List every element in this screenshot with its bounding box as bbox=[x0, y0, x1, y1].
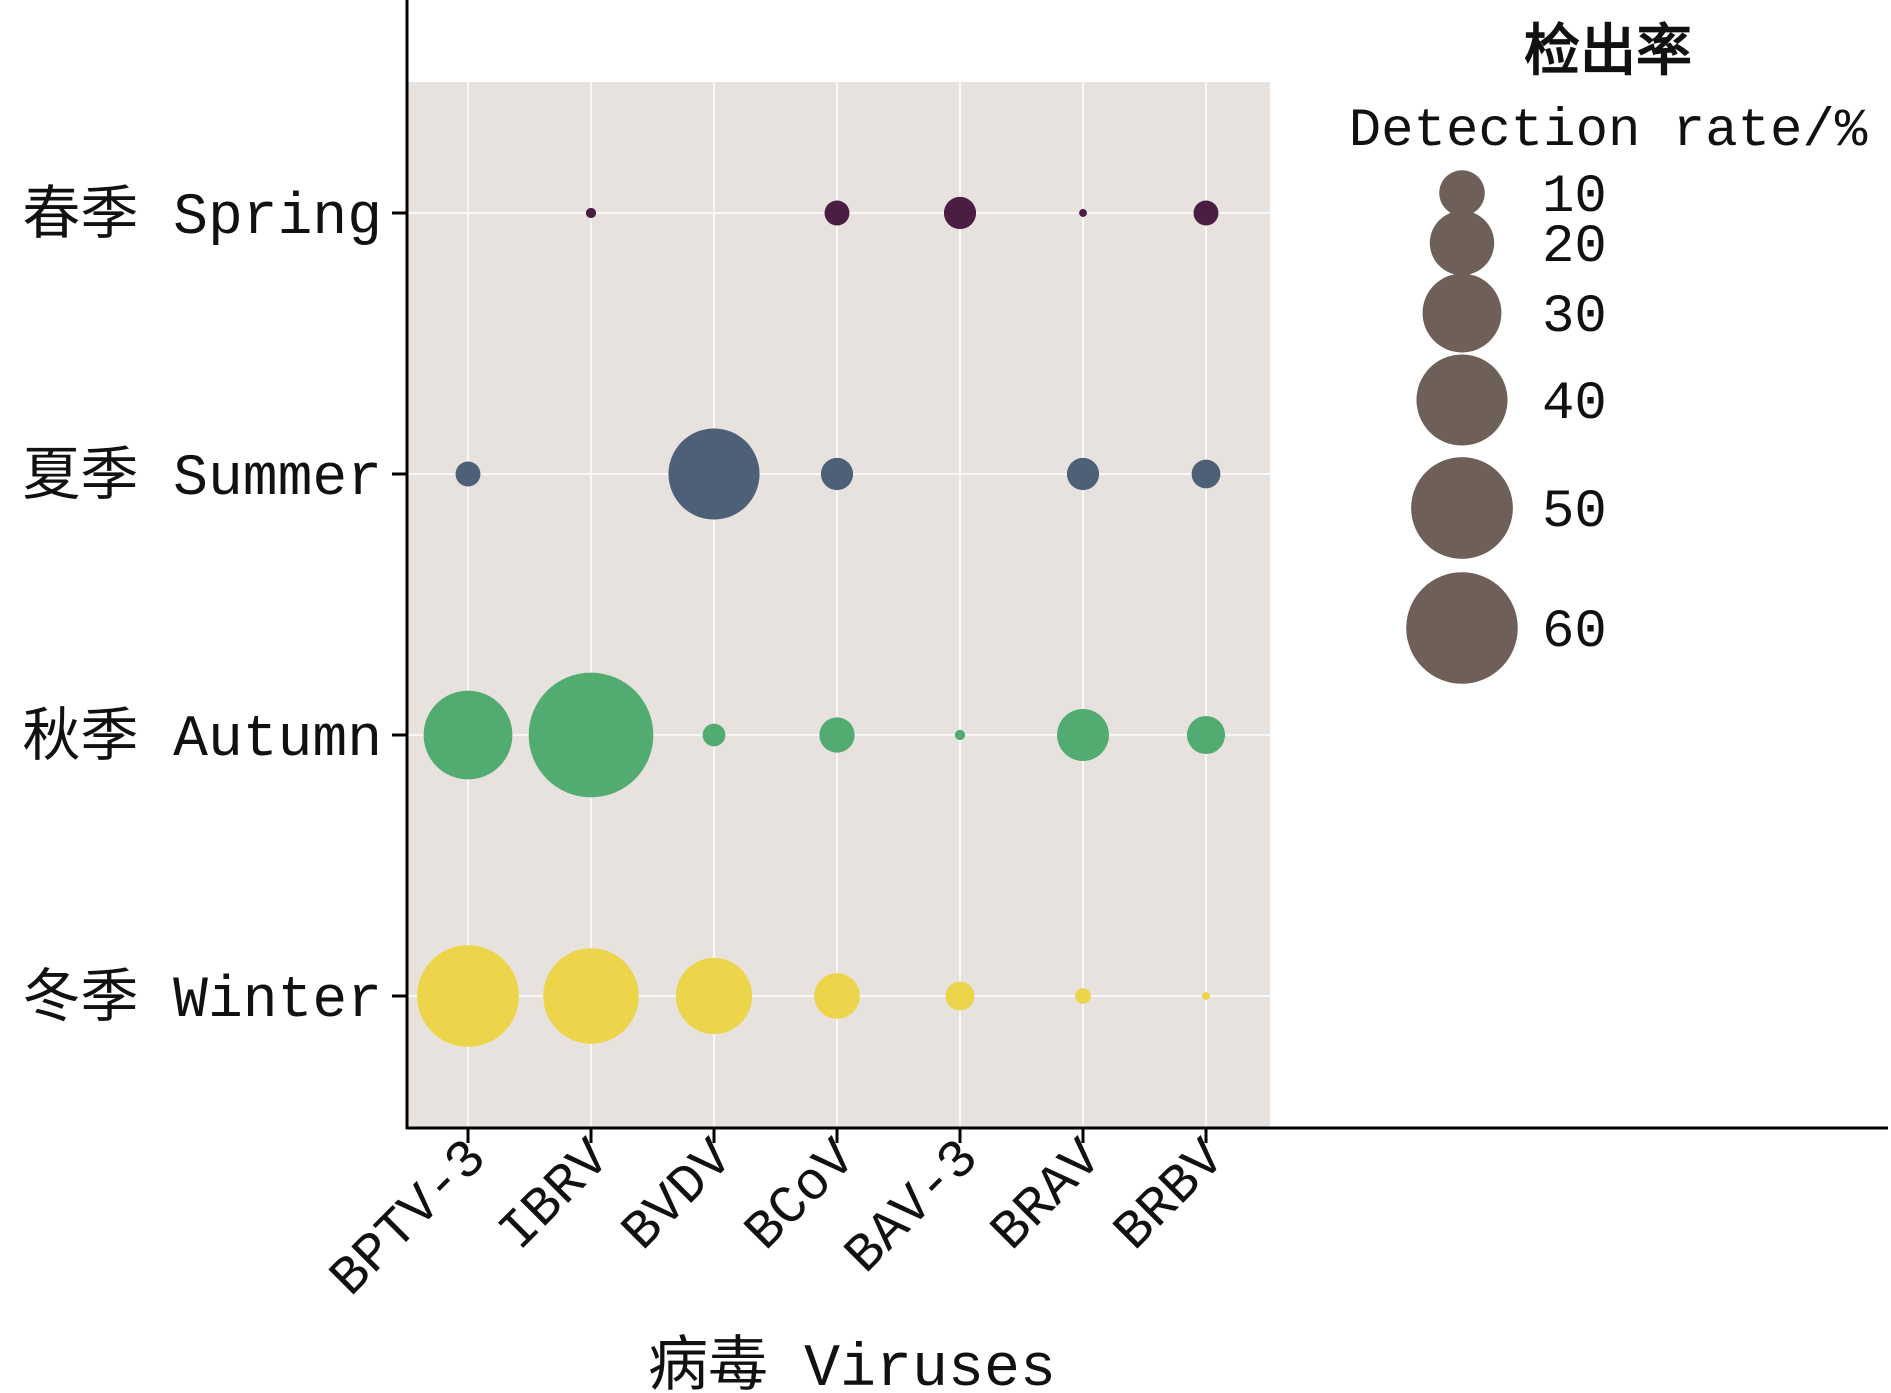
bubble-point bbox=[1186, 715, 1226, 755]
bubble-point bbox=[423, 690, 513, 780]
y-tick-labels: 春季 Spring 夏季 Summer 秋季 Autumn 冬季 Winter bbox=[22, 183, 382, 1034]
bubble-point bbox=[1191, 459, 1221, 489]
y-tick-label: 冬季 Winter bbox=[22, 966, 382, 1034]
bubble-point bbox=[1057, 709, 1109, 761]
bubble-series bbox=[417, 196, 1226, 1047]
axis-ticks bbox=[392, 211, 1208, 1143]
plot-panel bbox=[408, 82, 1270, 1127]
legend-label: 40 bbox=[1542, 374, 1607, 435]
bubble-point bbox=[1202, 992, 1210, 1000]
x-tick-label: BAV-3 bbox=[834, 1129, 992, 1287]
x-tick-label: BRAV bbox=[980, 1128, 1115, 1263]
legend-bubble bbox=[1422, 273, 1502, 353]
bubble-point bbox=[585, 207, 597, 219]
legend-bubble bbox=[1429, 210, 1495, 276]
bubble-point bbox=[1066, 457, 1100, 491]
bubble-point bbox=[945, 981, 975, 1011]
bubble-point bbox=[668, 428, 760, 520]
bubble-point bbox=[824, 200, 850, 226]
legend-label: 30 bbox=[1542, 287, 1607, 348]
legend-bubble bbox=[1411, 457, 1513, 559]
bubble-point bbox=[814, 973, 860, 1019]
bubble-point bbox=[954, 729, 966, 741]
x-tick-label: BPTV-3 bbox=[319, 1129, 500, 1310]
legend-label: 60 bbox=[1542, 602, 1607, 663]
legend-bubble bbox=[1439, 170, 1485, 216]
legend-label: 10 bbox=[1542, 167, 1607, 228]
bubble-point bbox=[820, 457, 854, 491]
legend-label: 50 bbox=[1542, 482, 1607, 543]
x-tick-label: BVDV bbox=[611, 1128, 746, 1263]
bubble-point bbox=[943, 196, 977, 230]
bubble-point bbox=[702, 723, 726, 747]
legend-subtitle: Detection rate/% bbox=[1349, 101, 1868, 162]
bubble-point bbox=[1075, 988, 1091, 1004]
legend-label: 20 bbox=[1542, 217, 1607, 278]
x-tick-label: IBRV bbox=[488, 1128, 623, 1263]
bubble-point bbox=[417, 945, 519, 1047]
x-tick-label: BRBV bbox=[1103, 1128, 1238, 1263]
bubble-point bbox=[543, 948, 639, 1044]
x-axis-title: 病毒 Viruses bbox=[648, 1333, 1056, 1393]
bubble-point bbox=[528, 672, 654, 798]
bubble-point bbox=[819, 717, 855, 753]
legend-bubble bbox=[1406, 572, 1518, 684]
y-tick-label: 夏季 Summer bbox=[22, 445, 382, 512]
bubble-point bbox=[675, 957, 753, 1035]
bubble-point bbox=[1193, 200, 1219, 226]
legend-title: 检出率 bbox=[1524, 18, 1692, 84]
legend-bubble bbox=[1416, 354, 1508, 446]
y-tick-label: 春季 Spring bbox=[22, 183, 382, 251]
bubble-point bbox=[455, 461, 481, 487]
y-tick-label: 秋季 Autumn bbox=[22, 705, 382, 773]
bubble-point bbox=[1079, 209, 1087, 217]
